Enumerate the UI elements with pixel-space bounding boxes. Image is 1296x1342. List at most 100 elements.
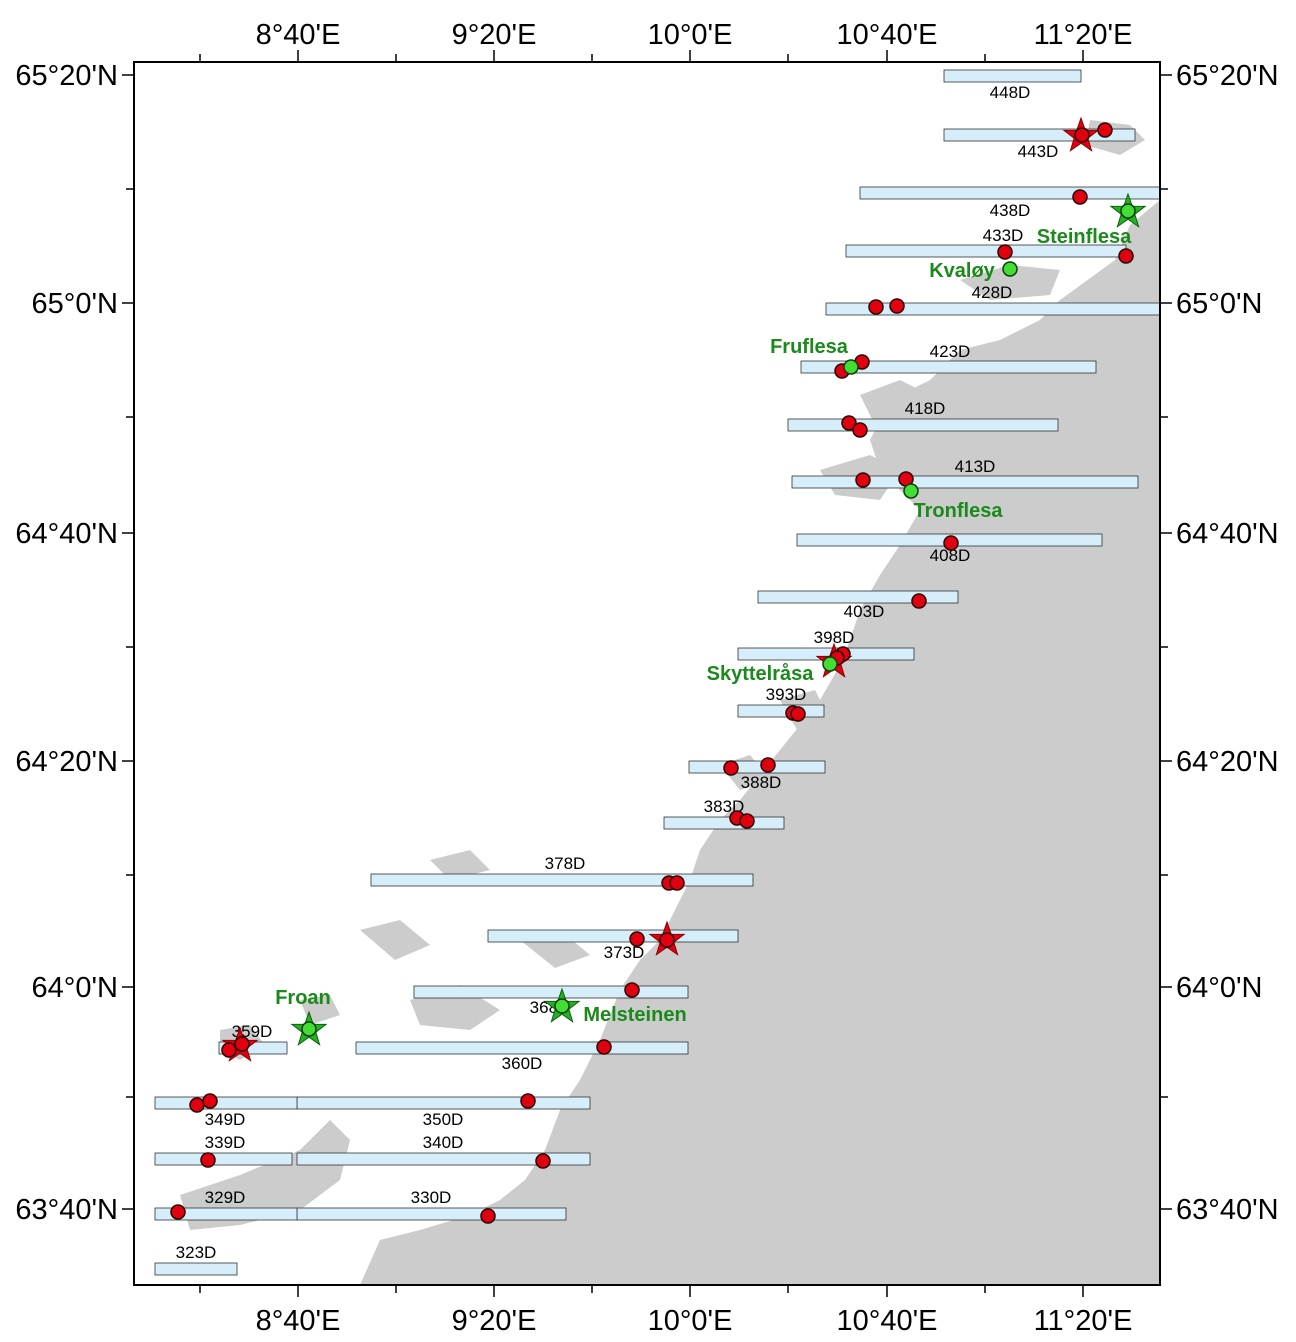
- survey-line-388D: [688, 760, 826, 774]
- survey-line-349D: [154, 1096, 298, 1110]
- line-label-349D: 349D: [205, 1110, 246, 1129]
- line-label-413D: 413D: [955, 457, 996, 476]
- line-label-329D: 329D: [205, 1188, 246, 1207]
- green-circle-marker: [1002, 261, 1018, 277]
- green-circle-marker: [1120, 203, 1136, 219]
- red-circle-marker: [189, 1097, 205, 1113]
- site-label-melsteinen: Melsteinen: [583, 1004, 686, 1026]
- red-circle-marker: [841, 415, 857, 431]
- line-label-448D: 448D: [990, 83, 1031, 102]
- left-axis-labels: 65°20'N 65°0'N 64°40'N 64°20'N 64°0'N 63…: [15, 60, 118, 1226]
- red-circle-marker: [997, 244, 1013, 260]
- green-circle-markers: [301, 203, 1136, 1037]
- line-label-403D: 403D: [844, 602, 885, 621]
- survey-line-448D: [943, 69, 1082, 83]
- bottom-tick-label: 11°20'E: [1034, 1305, 1133, 1337]
- red-circle-marker: [659, 932, 675, 948]
- line-label-398D: 398D: [814, 628, 855, 647]
- top-tick-label: 10°40'E: [837, 19, 938, 51]
- green-circle-marker: [554, 998, 570, 1014]
- red-circle-marker: [1118, 248, 1134, 264]
- line-label-378D: 378D: [545, 854, 586, 873]
- red-circle-marker: [170, 1204, 186, 1220]
- red-circle-marker: [480, 1208, 496, 1224]
- top-tick-label: 11°20'E: [1034, 19, 1133, 51]
- red-circle-marker: [596, 1039, 612, 1055]
- red-circle-marker: [723, 760, 739, 776]
- line-label-340D: 340D: [423, 1133, 464, 1152]
- bottom-axis-labels: 8°40'E 9°20'E 10°0'E 10°40'E 11°20'E: [256, 1305, 1133, 1337]
- red-circle-marker: [739, 813, 755, 829]
- red-circle-marker: [1097, 122, 1113, 138]
- site-label-tronflesa: Tronflesa: [914, 500, 1004, 522]
- site-label-froan: Froan: [275, 987, 331, 1009]
- line-label-350D: 350D: [423, 1110, 464, 1129]
- line-label-423D: 423D: [930, 342, 971, 361]
- red-circle-marker: [855, 472, 871, 488]
- red-circle-marker: [520, 1093, 536, 1109]
- survey-line-438D: [859, 186, 1160, 200]
- line-label-339D: 339D: [205, 1133, 246, 1152]
- red-circle-marker: [889, 298, 905, 314]
- hitra-peninsula: [180, 1120, 350, 1230]
- survey-line-350D: [296, 1096, 591, 1110]
- survey-line-labels: 448D 443D 438D 433D 428D 423D 418D 413D …: [176, 83, 1059, 1262]
- right-tick-label: 65°0'N: [1176, 288, 1262, 320]
- bottom-tick-label: 8°40'E: [256, 1305, 341, 1337]
- top-tick-label: 9°20'E: [452, 19, 537, 51]
- red-circle-marker: [234, 1036, 250, 1052]
- red-circle-marker: [943, 535, 959, 551]
- tick-marks: [122, 50, 1172, 1297]
- islands-northeast: [820, 120, 1145, 500]
- red-circle-markers: [170, 122, 1134, 1224]
- green-circle-marker: [822, 656, 838, 672]
- green-circle-marker: [843, 359, 859, 375]
- right-tick-label: 65°20'N: [1176, 60, 1279, 92]
- site-label-steinflesa: Steinflesa: [1037, 226, 1132, 248]
- green-circle-marker: [903, 483, 919, 499]
- left-tick-label: 64°40'N: [15, 518, 118, 550]
- red-circle-marker: [624, 982, 640, 998]
- survey-line-393D: [737, 704, 825, 718]
- survey-line-368D: [413, 985, 689, 999]
- top-tick-label: 10°0'E: [648, 19, 733, 51]
- site-label-skyttelrasa: Skyttelråsa: [707, 662, 815, 685]
- line-label-393D: 393D: [766, 685, 807, 704]
- right-tick-label: 64°40'N: [1176, 518, 1279, 550]
- left-tick-label: 65°20'N: [15, 60, 118, 92]
- site-label-kvaloy: Kvaløy: [929, 260, 995, 282]
- survey-line-340D: [296, 1152, 591, 1166]
- right-axis-labels: 65°20'N 65°0'N 64°40'N 64°20'N 64°0'N 63…: [1176, 60, 1279, 1226]
- line-label-443D: 443D: [1018, 142, 1059, 161]
- map-frame-border: [133, 61, 1161, 1286]
- red-circle-marker: [1072, 189, 1088, 205]
- survey-line-383D: [663, 816, 785, 830]
- line-label-428D: 428D: [972, 283, 1013, 302]
- red-circle-marker: [852, 422, 868, 438]
- green-circle-marker: [301, 1021, 317, 1037]
- line-label-323D: 323D: [176, 1243, 217, 1262]
- red-circle-marker: [200, 1152, 216, 1168]
- line-label-433D: 433D: [983, 226, 1024, 245]
- right-tick-label: 64°0'N: [1176, 972, 1262, 1004]
- red-circle-marker: [1074, 127, 1090, 143]
- mainland: [360, 200, 1160, 1285]
- survey-line-403D: [757, 590, 959, 604]
- survey-line-330D: [296, 1207, 567, 1221]
- red-circle-marker: [868, 299, 884, 315]
- red-circle-marker: [760, 757, 776, 773]
- survey-line-373D: [487, 929, 739, 943]
- survey-line-360D: [355, 1041, 689, 1055]
- survey-line-418D: [787, 418, 1059, 432]
- red-circle-marker: [911, 593, 927, 609]
- line-label-330D: 330D: [411, 1188, 452, 1207]
- bottom-tick-label: 10°40'E: [837, 1305, 938, 1337]
- line-label-438D: 438D: [990, 201, 1031, 220]
- line-label-373D: 373D: [604, 943, 645, 962]
- survey-line-423D: [800, 360, 1097, 374]
- red-circle-marker: [629, 931, 645, 947]
- line-label-408D: 408D: [930, 546, 971, 565]
- bottom-tick-label: 9°20'E: [452, 1305, 537, 1337]
- bottom-tick-label: 10°0'E: [648, 1305, 733, 1337]
